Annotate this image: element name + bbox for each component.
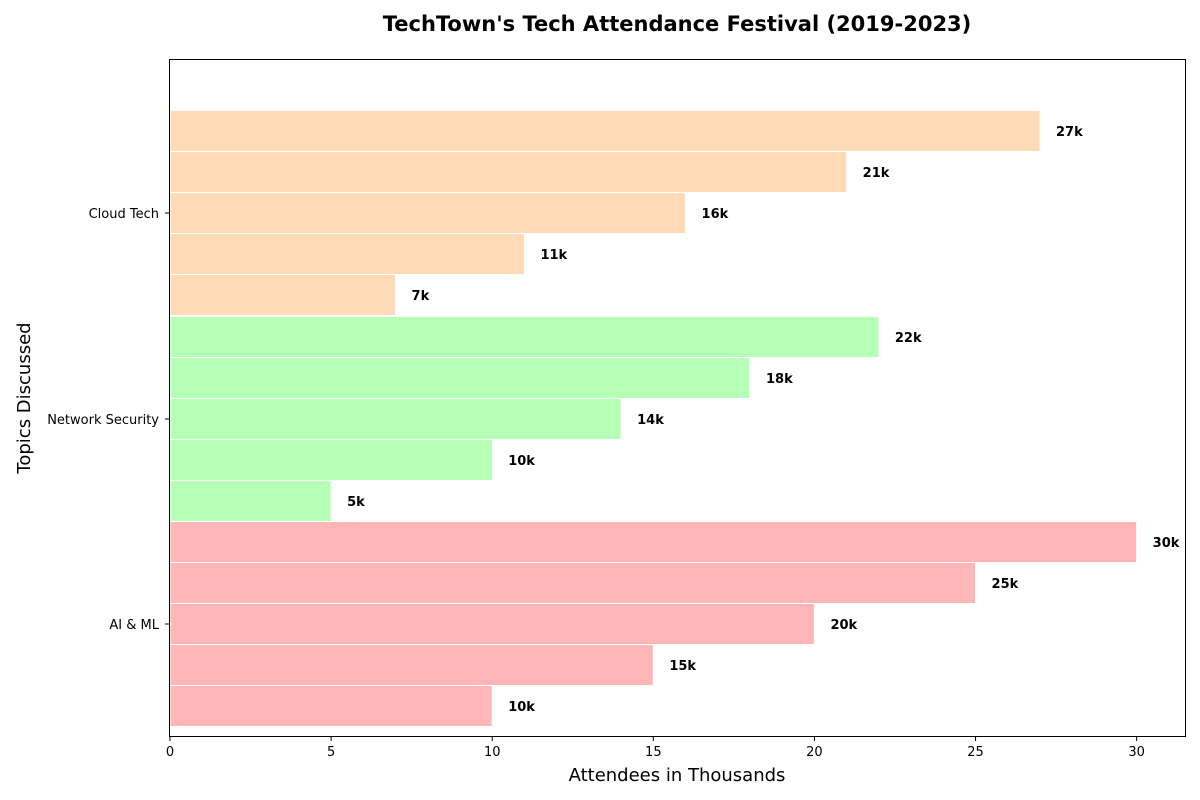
data-label-2-2: 16k — [702, 207, 729, 222]
x-tick-label: 20 — [806, 745, 823, 760]
data-label-0-0: 10k — [508, 700, 535, 715]
bar-2-3 — [169, 151, 848, 193]
bar-1-1 — [169, 439, 493, 481]
data-label-2-3: 21k — [863, 166, 890, 181]
data-label-2-4: 27k — [1056, 125, 1083, 140]
x-axis-label: Attendees in Thousands — [569, 765, 786, 786]
bar-2-0 — [169, 274, 397, 316]
bar-1-4 — [169, 316, 880, 358]
y-tick-label: Cloud Tech — [89, 207, 159, 222]
data-label-2-0: 7k — [412, 289, 430, 304]
plot-frame — [169, 59, 1186, 737]
x-axis-ticks: 0 5 10 15 20 25 30 — [166, 736, 1145, 760]
y-tick-label: Network Security — [47, 413, 159, 428]
data-label-0-3: 25k — [992, 577, 1019, 592]
bar-1-2 — [169, 398, 622, 440]
x-tick-label: 0 — [166, 745, 174, 760]
bar-1-0 — [169, 480, 332, 522]
data-label-1-3: 18k — [766, 372, 793, 387]
data-label-1-1: 10k — [508, 454, 535, 469]
x-tick-label: 30 — [1128, 745, 1145, 760]
bar-2-1 — [169, 233, 525, 275]
x-tick-label: 10 — [484, 745, 501, 760]
data-labels-group: 10k 15k 20k 25k 30k 5k 10k 14k 18k 22k 7k 11k 16k 21k… — [347, 125, 1180, 715]
x-tick-label: 5 — [327, 745, 335, 760]
bar-0-1 — [169, 644, 654, 686]
bar-0-0 — [169, 685, 493, 727]
data-label-1-4: 22k — [895, 331, 922, 346]
y-axis-ticks: AI & ML Network Security Cloud Tech — [47, 207, 170, 633]
data-label-2-1: 11k — [540, 248, 567, 263]
bar-2-4 — [169, 110, 1041, 152]
y-tick-label: AI & ML — [109, 618, 159, 633]
data-label-0-2: 20k — [830, 618, 857, 633]
bars-group — [169, 110, 1138, 727]
bar-0-3 — [169, 562, 977, 604]
data-label-0-4: 30k — [1153, 536, 1180, 551]
data-label-1-2: 14k — [637, 413, 664, 428]
x-tick-label: 25 — [967, 745, 984, 760]
data-label-1-0: 5k — [347, 495, 365, 510]
bar-0-4 — [169, 521, 1138, 563]
x-tick-label: 15 — [645, 745, 662, 760]
bar-2-2 — [169, 192, 687, 234]
bar-1-3 — [169, 357, 751, 399]
y-axis-label: Topics Discussed — [14, 322, 35, 474]
chart-title: TechTown's Tech Attendance Festival (201… — [383, 12, 972, 36]
data-label-0-1: 15k — [669, 659, 696, 674]
bar-0-2 — [169, 603, 815, 645]
